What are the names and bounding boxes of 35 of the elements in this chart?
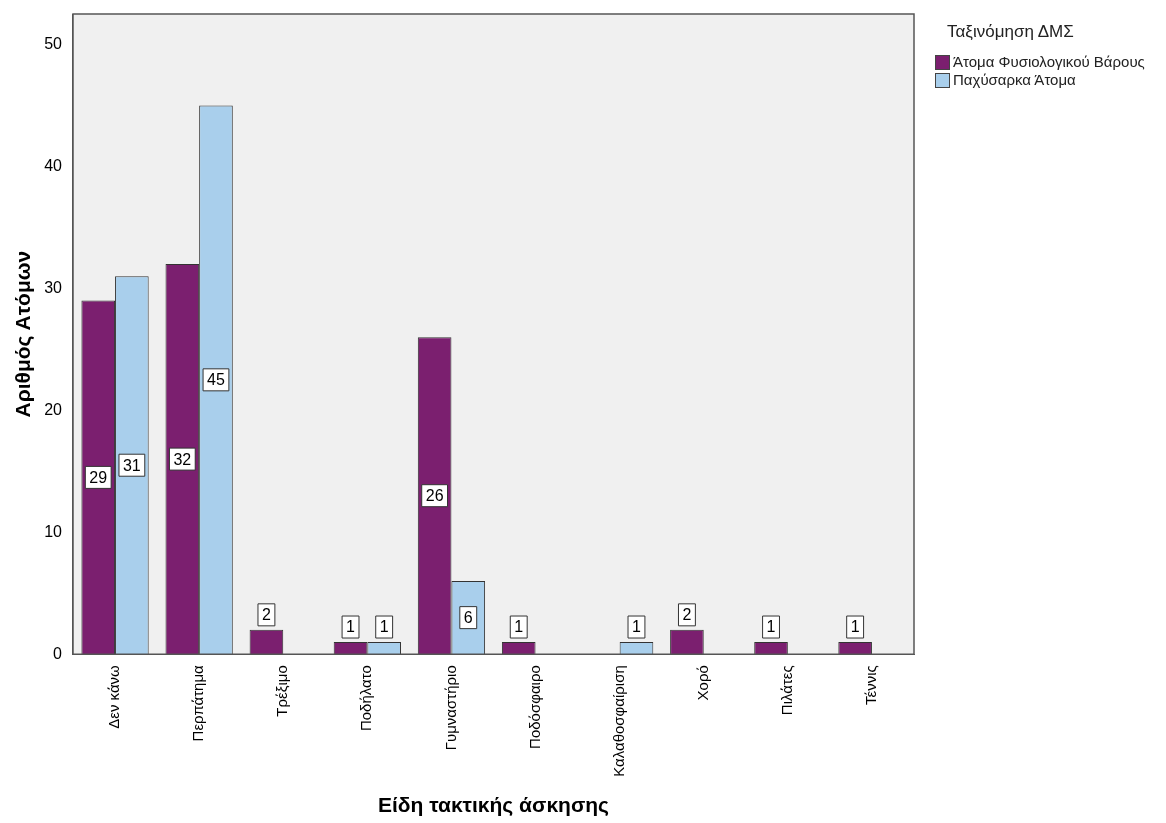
legend-title: Ταξινόμηση ΔΜΣ bbox=[947, 22, 1075, 42]
x-tick-label: Γυμναστήριο bbox=[441, 665, 459, 751]
x-tick-label: Καλαθοσφαίριση bbox=[609, 665, 627, 777]
data-label: 2 bbox=[261, 606, 271, 624]
data-label: 1 bbox=[346, 618, 356, 636]
x-tick-label: Ποδόσφαιρο bbox=[525, 665, 543, 749]
x-tick-label: Χορό bbox=[693, 665, 711, 701]
x-tick-label: Τέννις bbox=[862, 665, 880, 705]
y-tick-label: 50 bbox=[44, 34, 63, 52]
x-tick-label: Δεν κάνω bbox=[105, 664, 123, 729]
x-tick-label: Περπάτημα bbox=[189, 664, 207, 742]
data-label: 6 bbox=[463, 609, 473, 627]
data-label: 32 bbox=[173, 450, 192, 468]
data-label: 1 bbox=[632, 618, 642, 636]
legend-label: Άτομα Φυσιολογικού Βάρους bbox=[953, 53, 1145, 70]
x-axis-title: Είδη τακτικής άσκησης bbox=[377, 793, 610, 818]
data-label: 45 bbox=[207, 371, 225, 389]
data-label: 1 bbox=[379, 618, 389, 636]
data-label: 2 bbox=[682, 606, 692, 624]
x-tick-label: Τρέξιμο bbox=[273, 665, 291, 717]
x-tick-label: Πιλάτες bbox=[777, 665, 795, 716]
data-label: 1 bbox=[514, 618, 524, 636]
data-label: 31 bbox=[122, 456, 141, 474]
data-label: 29 bbox=[89, 468, 108, 486]
y-axis-title: Αριθμός Ατόμων bbox=[11, 250, 36, 418]
data-label: 1 bbox=[850, 618, 860, 636]
data-label: 26 bbox=[425, 487, 444, 505]
y-tick-label: 30 bbox=[44, 278, 63, 296]
x-tick-label: Ποδήλατο bbox=[357, 665, 375, 732]
data-label: 1 bbox=[766, 618, 776, 636]
y-tick-label: 20 bbox=[44, 400, 63, 418]
legend-label: Παχύσαρκα Άτομα bbox=[953, 71, 1076, 88]
y-tick-label: 40 bbox=[44, 156, 63, 174]
y-tick-label: 10 bbox=[44, 522, 63, 540]
y-tick-label: 0 bbox=[53, 644, 63, 662]
